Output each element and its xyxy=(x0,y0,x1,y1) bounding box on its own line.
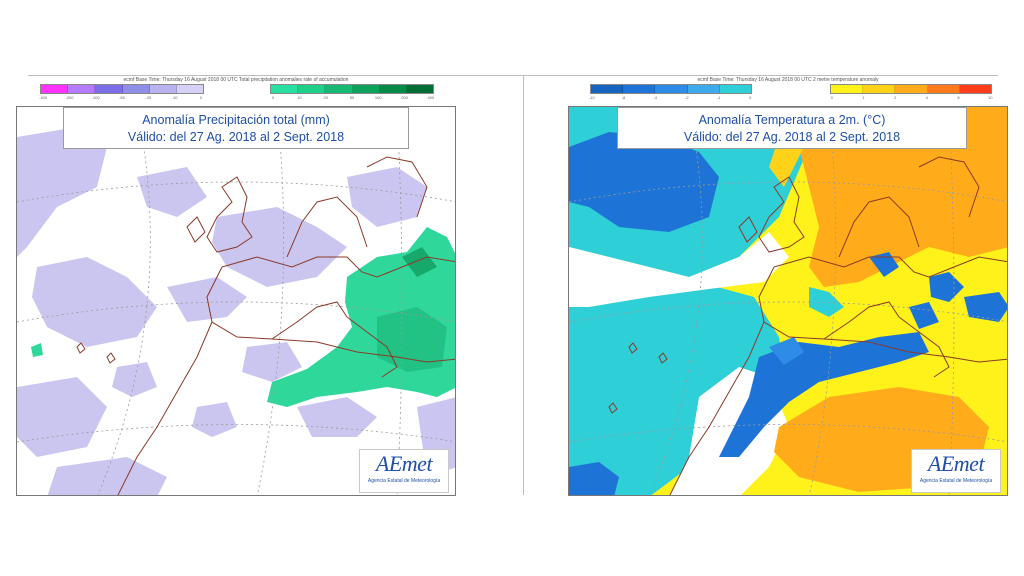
temperature-valid-period: Válido: del 27 Ag. 2018 al 2 Sept. 2018 xyxy=(683,130,901,144)
colorbar-negative-ticks: -400 -200 -100 -50 -20 -10 0 xyxy=(30,95,214,101)
colorbar-swatch xyxy=(68,85,96,93)
temperature-title: Anomalía Temperatura a 2m. (°C) xyxy=(698,113,886,127)
precipitation-valid-period: Válido: del 27 Ag. 2018 al 2 Sept. 2018 xyxy=(127,130,345,144)
top-divider xyxy=(28,75,998,76)
colorbar-swatch xyxy=(959,85,992,93)
aemet-logo: AEmet Agencia Estatal de Meteorología xyxy=(911,449,1001,493)
colorbar-swatch xyxy=(623,85,656,93)
colorbar-tick-label: 4 xyxy=(925,95,928,100)
colorbar-tick-label: -10 xyxy=(171,95,178,100)
colorbar-tick-label: 0 xyxy=(199,95,202,100)
colorbar-swatch xyxy=(95,85,123,93)
temperature-panel: ecmf Base Time: Thursday 16 August 2018 … xyxy=(568,76,1008,496)
legend-caption: ecmf Base Time: Thursday 16 August 2018 … xyxy=(697,77,879,83)
colorbar-tick-label: 0 xyxy=(749,95,752,100)
colorbar-tick-label: -10 xyxy=(588,95,595,100)
colorbar-tick-label: 200 xyxy=(401,95,408,100)
colorbar-swatch xyxy=(655,85,688,93)
colorbar-tick-label: 2 xyxy=(894,95,897,100)
precipitation-map-graphic xyxy=(17,107,455,495)
colorbar-tick-label: -100 xyxy=(91,95,100,100)
colorbar-tick-label: -8 xyxy=(621,95,626,100)
legend-caption: ecmf Base Time: Thursday 16 August 2018 … xyxy=(123,77,349,83)
colorbar-swatch xyxy=(352,85,380,93)
center-divider xyxy=(523,75,524,495)
colorbar-tick-label: -50 xyxy=(119,95,125,100)
colorbar-negative xyxy=(40,84,204,94)
colorbar-tick-label: 0 xyxy=(830,95,833,100)
colorbar-tick-label: 100 xyxy=(374,95,382,100)
precipitation-map: Anomalía Precipitación total (mm) Válido… xyxy=(16,106,456,496)
colorbar-swatch xyxy=(831,85,864,93)
colorbar-swatch xyxy=(719,85,752,93)
colorbar-tick-label: 8 xyxy=(957,95,960,100)
colorbar-swatch xyxy=(41,85,69,93)
precipitation-panel: ecmf Base Time: Thursday 16 August 2018 … xyxy=(16,76,456,496)
colorbar-swatch xyxy=(298,85,326,93)
colorbar-negative-ticks: -10 -8 -4 -2 -1 0 xyxy=(576,95,766,101)
colorbar-swatch xyxy=(927,85,960,93)
colorbar-tick-label: -400 xyxy=(39,95,48,100)
colorbar-swatch xyxy=(895,85,928,93)
temperature-map: Anomalía Temperatura a 2m. (°C) Válido: … xyxy=(568,106,1008,496)
colorbar-tick-label: -1 xyxy=(716,95,721,100)
colorbar-positive xyxy=(270,84,434,94)
colorbar-swatch xyxy=(149,85,177,93)
colorbar-swatch xyxy=(591,85,624,93)
colorbar-swatch xyxy=(122,85,150,93)
colorbar-swatch xyxy=(176,85,204,93)
colorbar-tick-label: 10 xyxy=(987,95,993,100)
aemet-logo-subtitle: Agencia Estatal de Meteorología xyxy=(367,478,441,484)
colorbar-tick-label: 400 xyxy=(427,95,435,100)
colorbar-tick-label: -200 xyxy=(65,95,74,100)
colorbar-swatch xyxy=(325,85,353,93)
aemet-logo-text: AEmet xyxy=(375,451,433,476)
colorbar-swatch xyxy=(406,85,434,93)
colorbar-swatch xyxy=(863,85,896,93)
colorbar-tick-label: -4 xyxy=(653,95,657,100)
colorbar-tick-label: 20 xyxy=(323,95,328,100)
aemet-logo-subtitle: Agencia Estatal de Meteorología xyxy=(919,478,993,484)
precipitation-title: Anomalía Precipitación total (mm) xyxy=(142,113,330,127)
colorbar-tick-label: 50 xyxy=(349,95,355,100)
colorbar-positive xyxy=(830,84,992,94)
colorbar-tick-label: -2 xyxy=(685,95,689,100)
colorbar-tick-label: 0 xyxy=(272,95,275,100)
colorbar-swatch xyxy=(271,85,299,93)
aemet-logo-text: AEmet xyxy=(927,451,985,476)
colorbar-negative xyxy=(590,84,752,94)
colorbar-swatch xyxy=(687,85,720,93)
colorbar-tick-label: 10 xyxy=(297,95,302,100)
colorbar-positive-ticks: 0 1 2 4 8 10 xyxy=(816,95,1006,101)
colorbar-tick-label: -20 xyxy=(145,95,152,100)
colorbar-positive-ticks: 0 10 20 50 100 200 400 xyxy=(260,95,444,101)
colorbar-swatch xyxy=(379,85,407,93)
colorbar-tick-label: 1 xyxy=(862,95,865,100)
temperature-title-box: Anomalía Temperatura a 2m. (°C) Válido: … xyxy=(617,107,967,149)
temperature-map-graphic xyxy=(569,107,1007,495)
aemet-logo: AEmet Agencia Estatal de Meteorología xyxy=(359,449,449,493)
precipitation-title-box: Anomalía Precipitación total (mm) Válido… xyxy=(63,107,409,149)
